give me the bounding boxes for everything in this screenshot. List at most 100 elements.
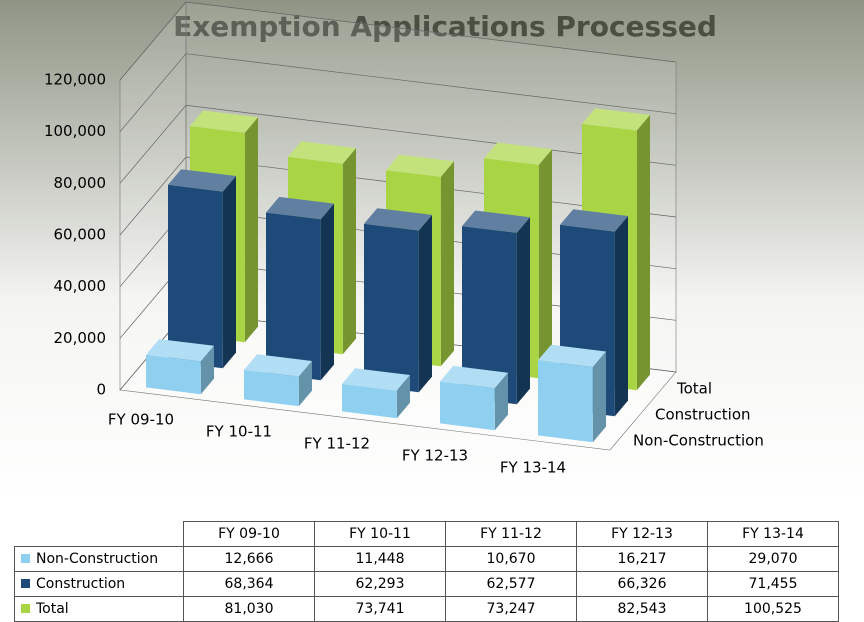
bar-top xyxy=(288,141,356,164)
y-tick-label: 100,000 xyxy=(44,122,106,140)
bar-top xyxy=(538,344,606,368)
bar-side xyxy=(222,176,236,369)
table-column-header: FY 09-10 xyxy=(183,521,315,547)
bar-front xyxy=(266,212,321,381)
bar-side xyxy=(298,361,312,407)
bar-top xyxy=(244,354,312,377)
bar-front xyxy=(168,184,223,369)
bar-top xyxy=(440,365,508,389)
x-tick-label: FY 12-13 xyxy=(402,447,468,465)
bar-top xyxy=(364,208,432,231)
legend-swatch xyxy=(21,579,30,588)
bar xyxy=(462,210,530,405)
table-corner xyxy=(14,521,184,547)
bar-side xyxy=(614,216,628,417)
table-column-header: FY 11-12 xyxy=(445,521,577,547)
bar-side xyxy=(396,375,410,419)
chart: Exemption Applications Processed 0 20,000… xyxy=(0,0,864,500)
y-tick-label: 40,000 xyxy=(54,277,107,295)
legend-label: Construction xyxy=(36,576,126,592)
table-cell: 71,455 xyxy=(707,571,839,597)
depth-label: Non-Construction xyxy=(633,432,764,450)
bar-top xyxy=(190,110,258,133)
bar-top xyxy=(560,209,628,232)
y-tick-label: 120,000 xyxy=(44,71,106,89)
bar-top xyxy=(484,142,552,165)
bar xyxy=(364,208,432,393)
table-cell: 10,670 xyxy=(445,546,577,572)
data-table: FY 09-10 FY 10-11 FY 11-12 FY 12-13 FY 13-14… xyxy=(14,521,839,622)
bar-front xyxy=(440,381,495,431)
table-row-header: Construction xyxy=(14,571,184,597)
bar-front xyxy=(342,383,397,419)
bar-top xyxy=(386,154,454,177)
bar-side xyxy=(200,345,214,395)
bar-top xyxy=(582,108,650,131)
bar-side xyxy=(440,161,454,367)
table-cell: 73,247 xyxy=(445,596,577,622)
legend-label: Non-Construction xyxy=(36,551,159,567)
bar-side xyxy=(636,114,650,391)
legend-swatch xyxy=(21,604,30,613)
bar-front xyxy=(244,369,299,407)
bar-side xyxy=(516,217,530,405)
y-tick-label: 0 xyxy=(96,381,106,399)
depth-label: Construction xyxy=(655,406,751,424)
legend-swatch xyxy=(21,554,30,563)
table-row: Construction 68,364 62,293 62,577 66,326 71,4… xyxy=(14,571,839,597)
table-row-header: Total xyxy=(14,596,184,622)
table-cell: 62,577 xyxy=(445,571,577,597)
bar-top xyxy=(266,196,334,220)
table-cell: 82,543 xyxy=(576,596,708,622)
bar-top xyxy=(146,339,214,362)
grid-line xyxy=(119,53,677,132)
bar-front xyxy=(462,226,517,405)
bar-side xyxy=(342,148,356,355)
bar-front xyxy=(146,354,201,395)
table-row-header: Non-Construction xyxy=(14,546,184,572)
bar-side xyxy=(244,117,258,343)
bar-side xyxy=(592,351,606,443)
bar-front xyxy=(364,223,419,393)
y-tick-label: 60,000 xyxy=(54,226,107,244)
grid-line xyxy=(119,1,677,81)
bar xyxy=(538,344,606,443)
table-cell: 29,070 xyxy=(707,546,839,572)
table-cell: 81,030 xyxy=(183,596,315,622)
bar-top xyxy=(342,368,410,391)
depth-label: Total xyxy=(676,380,712,398)
table-cell: 100,525 xyxy=(707,596,839,622)
table-cell: 16,217 xyxy=(576,546,708,572)
bar xyxy=(342,368,410,419)
table-column-header: FY 13-14 xyxy=(707,521,839,547)
x-tick-label: FY 09-10 xyxy=(108,411,174,429)
table-cell: 62,293 xyxy=(314,571,446,597)
bar-side xyxy=(320,203,334,381)
y-tick-label: 20,000 xyxy=(54,329,107,347)
table-header: FY 09-10 FY 10-11 FY 11-12 FY 12-13 FY 13-14 xyxy=(14,521,839,547)
bar-side xyxy=(538,149,552,379)
bar-front xyxy=(538,360,593,443)
bar-top xyxy=(168,169,236,192)
bar xyxy=(168,169,236,369)
table-column-header: FY 10-11 xyxy=(314,521,446,547)
bar-side xyxy=(494,372,508,431)
y-tick-label: 80,000 xyxy=(54,174,107,192)
bar-top xyxy=(462,210,530,233)
table-column-header: FY 12-13 xyxy=(576,521,708,547)
bar xyxy=(146,339,214,395)
bar-side xyxy=(418,214,432,393)
table-row: Total 81,030 73,741 73,247 82,543 100,525 xyxy=(14,596,839,622)
legend-label: Total xyxy=(36,601,69,617)
table-row: Non-Construction 12,666 11,448 10,670 16,217… xyxy=(14,546,839,572)
x-tick-label: FY 11-12 xyxy=(304,435,370,453)
bar xyxy=(440,365,508,431)
x-tick-label: FY 10-11 xyxy=(206,423,272,441)
chart-title: Exemption Applications Processed xyxy=(173,10,717,43)
table-cell: 66,326 xyxy=(576,571,708,597)
bar xyxy=(266,196,334,381)
table-cell: 12,666 xyxy=(183,546,315,572)
x-tick-label: FY 13-14 xyxy=(500,459,566,477)
table-cell: 73,741 xyxy=(314,596,446,622)
